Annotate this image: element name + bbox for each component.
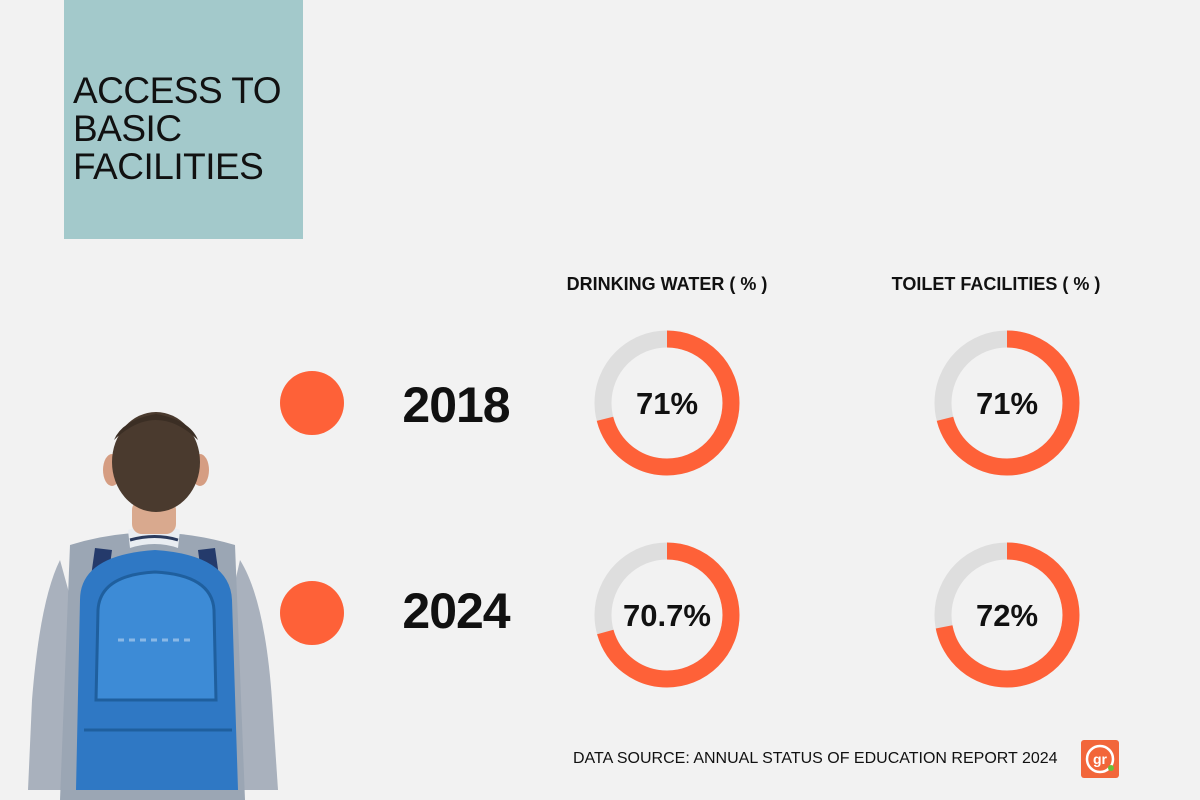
- year-label-2018: 2018: [402, 377, 510, 433]
- donut-arc-toilet-facilities-2024: [934, 542, 1080, 688]
- student-with-backpack-icon: [28, 412, 278, 800]
- row-marker-2024: [280, 581, 344, 645]
- title-box: ACCESS TO BASIC FACILITIES: [64, 0, 303, 239]
- data-source-note: DATA SOURCE: ANNUAL STATUS OF EDUCATION …: [573, 750, 1058, 767]
- donut-label-toilet-facilities-2024: 72%: [976, 598, 1038, 633]
- page-title-line-2: BASIC: [73, 108, 182, 149]
- column-header-drinking-water: DRINKING WATER ( % ): [566, 274, 768, 294]
- column-header-toilet-facilities: TOILET FACILITIES ( % ): [891, 274, 1101, 294]
- donut-label-drinking-water-2018: 71%: [636, 386, 698, 421]
- donut-arc-drinking-water-2018: [594, 330, 740, 476]
- page-title-line-1: ACCESS TO: [73, 70, 281, 111]
- donut-arc-toilet-facilities-2018: [934, 330, 1080, 476]
- brand-logo-icon: gr: [1081, 740, 1119, 778]
- donut-arc-drinking-water-2024: [594, 542, 740, 688]
- donut-label-toilet-facilities-2018: 71%: [976, 386, 1038, 421]
- year-label-2024: 2024: [402, 583, 510, 639]
- brand-logo-text: gr: [1093, 751, 1108, 767]
- row-marker-2018: [280, 371, 344, 435]
- page-title-line-3: FACILITIES: [73, 146, 264, 187]
- donut-label-drinking-water-2024: 70.7%: [623, 598, 711, 633]
